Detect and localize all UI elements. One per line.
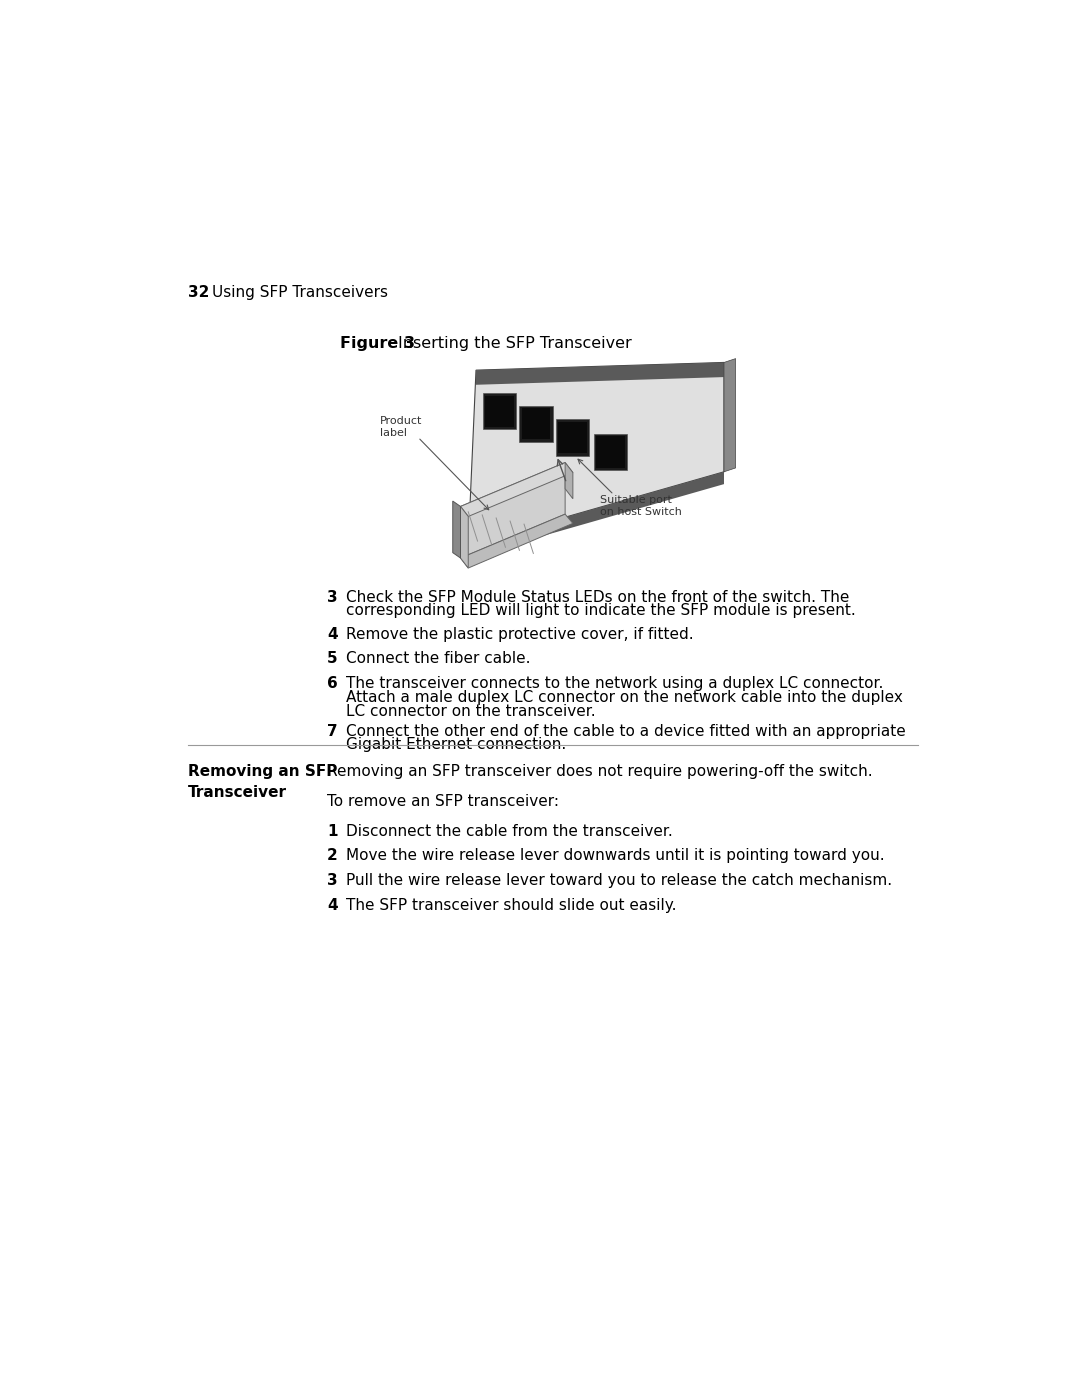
Polygon shape <box>483 393 516 429</box>
Text: Check the SFP Module Status LEDs on the front of the switch. The: Check the SFP Module Status LEDs on the … <box>346 590 849 605</box>
Polygon shape <box>469 472 724 557</box>
Text: Suitable port
on host Switch: Suitable port on host Switch <box>600 495 681 517</box>
Polygon shape <box>469 362 724 545</box>
Text: Gigabit Ethernet connection.: Gigabit Ethernet connection. <box>346 738 566 753</box>
Text: 2: 2 <box>327 848 338 863</box>
Text: Attach a male duplex LC connector on the network cable into the duplex: Attach a male duplex LC connector on the… <box>346 690 903 704</box>
Text: The transceiver connects to the network using a duplex LC connector.: The transceiver connects to the network … <box>346 676 883 692</box>
Text: Connect the other end of the cable to a device fitted with an appropriate: Connect the other end of the cable to a … <box>346 724 905 739</box>
Polygon shape <box>522 408 551 440</box>
Polygon shape <box>594 434 627 471</box>
Text: 32: 32 <box>188 285 210 300</box>
Polygon shape <box>460 462 572 517</box>
Polygon shape <box>460 507 469 569</box>
Polygon shape <box>519 405 553 441</box>
Polygon shape <box>558 422 586 453</box>
Polygon shape <box>724 359 735 472</box>
Text: 5: 5 <box>327 651 338 666</box>
Polygon shape <box>596 436 625 468</box>
Text: 7: 7 <box>327 724 338 739</box>
Polygon shape <box>485 395 514 427</box>
Text: Inserting the SFP Transceiver: Inserting the SFP Transceiver <box>399 335 632 351</box>
Polygon shape <box>565 462 572 499</box>
Text: The SFP transceiver should slide out easily.: The SFP transceiver should slide out eas… <box>346 898 676 912</box>
Polygon shape <box>460 514 572 569</box>
Text: Figure 3: Figure 3 <box>340 335 416 351</box>
Text: Move the wire release lever downwards until it is pointing toward you.: Move the wire release lever downwards un… <box>346 848 885 863</box>
Text: Pull the wire release lever toward you to release the catch mechanism.: Pull the wire release lever toward you t… <box>346 873 892 888</box>
Text: 4: 4 <box>327 898 338 912</box>
Text: LC connector on the transceiver.: LC connector on the transceiver. <box>346 704 595 718</box>
Text: 3: 3 <box>327 590 338 605</box>
Polygon shape <box>556 419 590 455</box>
Text: corresponding LED will light to indicate the SFP module is present.: corresponding LED will light to indicate… <box>346 604 855 619</box>
Text: Remove the plastic protective cover, if fitted.: Remove the plastic protective cover, if … <box>346 627 693 641</box>
Text: Removing an SFP transceiver does not require powering-off the switch.: Removing an SFP transceiver does not req… <box>327 764 873 778</box>
Polygon shape <box>453 502 460 557</box>
Text: Connect the fiber cable.: Connect the fiber cable. <box>346 651 530 666</box>
Text: To remove an SFP transceiver:: To remove an SFP transceiver: <box>327 795 559 809</box>
Text: 3: 3 <box>327 873 338 888</box>
Text: 6: 6 <box>327 676 338 692</box>
Text: Product
label: Product label <box>380 415 422 439</box>
Text: 1: 1 <box>327 824 338 838</box>
Text: Disconnect the cable from the transceiver.: Disconnect the cable from the transceive… <box>346 824 673 838</box>
Polygon shape <box>476 362 724 384</box>
Text: Using SFP Transceivers: Using SFP Transceivers <box>213 285 389 300</box>
Text: 4: 4 <box>327 627 338 641</box>
Polygon shape <box>460 462 565 557</box>
Text: Removing an SFP
Transceiver: Removing an SFP Transceiver <box>188 764 337 799</box>
